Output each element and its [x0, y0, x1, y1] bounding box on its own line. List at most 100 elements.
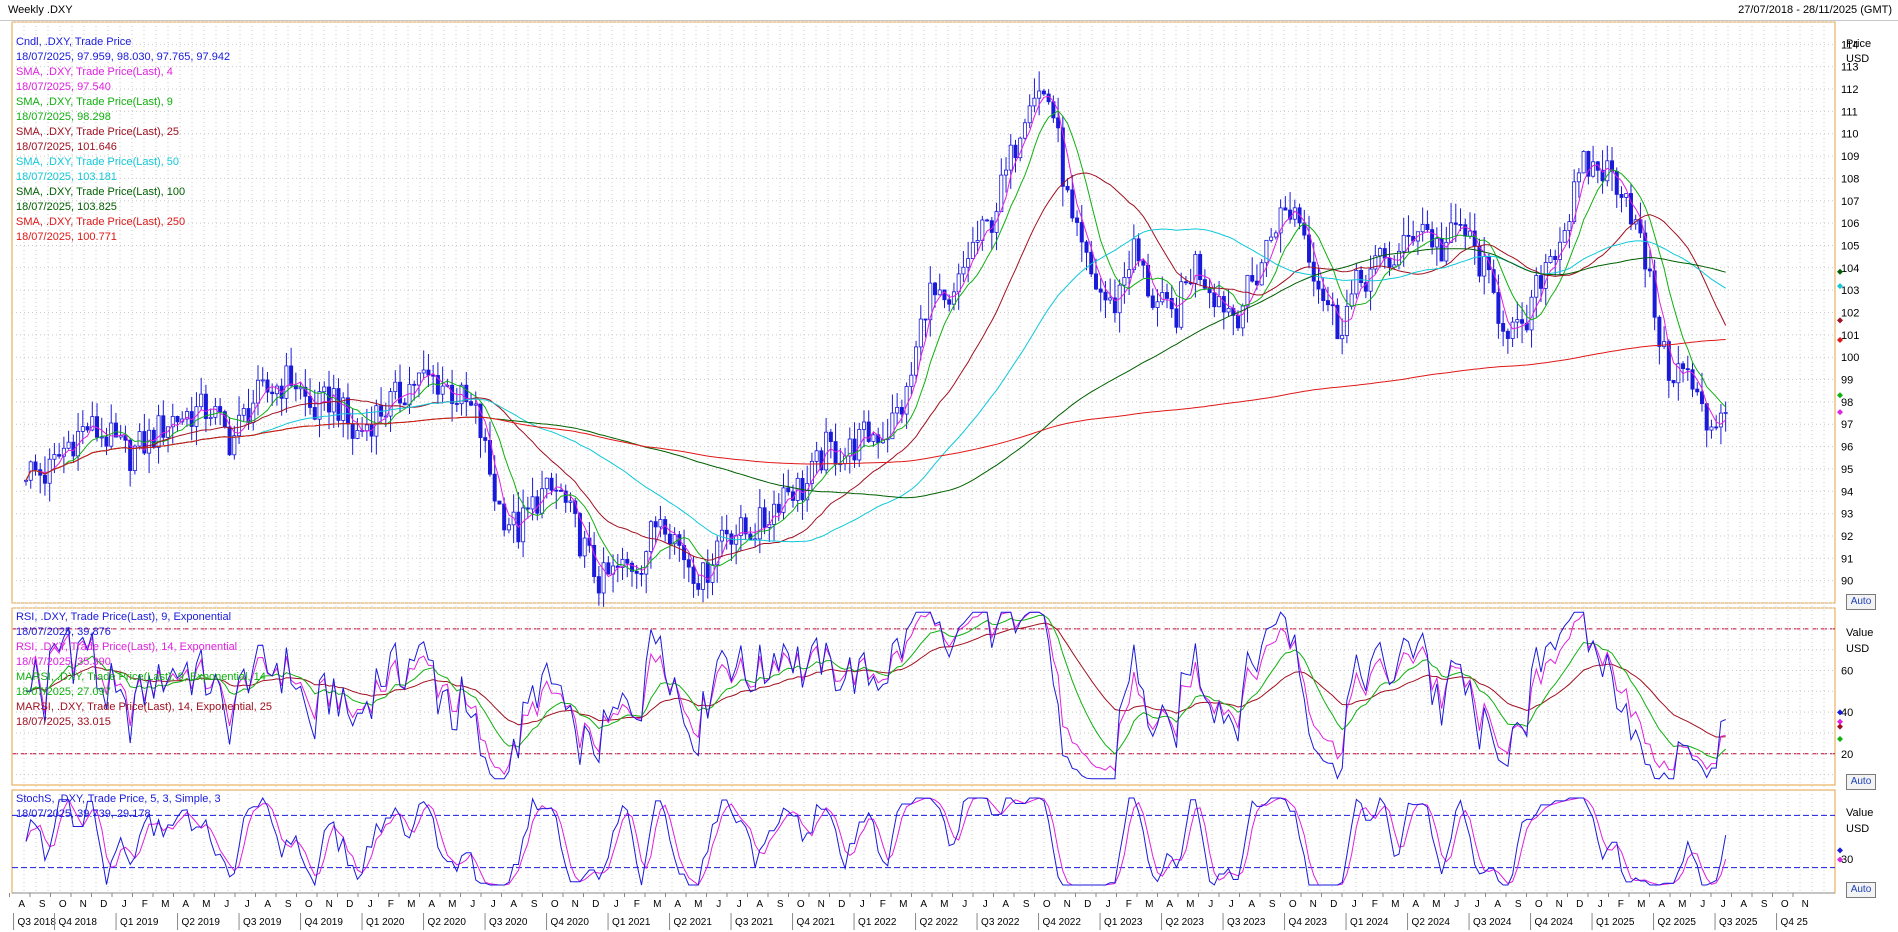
month-label: S	[1515, 899, 1522, 910]
candle-body	[1093, 273, 1098, 290]
stoch-auto-button[interactable]: Auto	[1846, 882, 1876, 898]
candle-body	[199, 393, 204, 408]
candle-body	[667, 533, 672, 545]
candle-body	[1444, 241, 1449, 262]
candle-body	[786, 487, 791, 493]
quarter-label: Q3 2025	[1719, 917, 1758, 928]
candle-body	[1382, 248, 1387, 259]
month-label: J	[983, 899, 988, 910]
price-marker	[1837, 336, 1843, 343]
candle-body	[1316, 280, 1321, 290]
rsi-legend-name-3: MARSI, .DXY, Trade Price(Last), 14, Expo…	[16, 701, 272, 713]
price-auto-button[interactable]: Auto	[1846, 594, 1876, 610]
candle-body	[1671, 380, 1676, 384]
price-tick-label: 94	[1841, 486, 1853, 498]
month-label: A	[920, 899, 927, 910]
candle-body	[1202, 279, 1207, 289]
month-label: D	[1576, 899, 1583, 910]
stoch-marker	[1837, 847, 1843, 854]
quarter-label: Q4 2021	[797, 917, 836, 928]
candle-body	[175, 416, 180, 423]
candle-body	[809, 460, 814, 484]
month-label: O	[1043, 899, 1051, 910]
candle-body	[99, 436, 104, 439]
month-label: F	[1372, 899, 1378, 910]
candle-body	[184, 411, 189, 420]
month-label: S	[777, 899, 784, 910]
rsi-auto-button[interactable]: Auto	[1846, 774, 1876, 790]
month-label: A	[182, 899, 189, 910]
candle-body	[1136, 238, 1141, 262]
month-label: N	[80, 899, 87, 910]
month-label: D	[838, 899, 845, 910]
candle-body	[672, 534, 677, 545]
rsi-legend-value-3: 18/07/2025, 33.015	[16, 716, 111, 728]
candle-body	[80, 426, 85, 432]
month-label: A	[1740, 899, 1747, 910]
candle-body	[1155, 301, 1160, 308]
month-label: O	[1781, 899, 1789, 910]
price-legend-name-2: SMA, .DXY, Trade Price(Last), 9	[16, 96, 173, 108]
rsi14-line	[26, 611, 1726, 776]
candle-body	[1453, 222, 1458, 225]
candle-body	[1690, 369, 1695, 390]
candle-body	[1103, 291, 1108, 301]
sma25-line	[25, 172, 1727, 561]
quarter-label: Q3 2024	[1473, 917, 1512, 928]
candle-body	[937, 289, 942, 296]
month-label: A	[1248, 899, 1255, 910]
month-label: S	[1023, 899, 1030, 910]
price-tick-label: 113	[1841, 62, 1859, 74]
candle-body	[1283, 207, 1288, 211]
candle-body	[544, 477, 549, 490]
candle-body	[1363, 282, 1368, 292]
candle-body	[1112, 297, 1117, 314]
candle-body	[738, 517, 743, 536]
candle-body	[336, 388, 341, 421]
rsi-axis-unit: USD	[1846, 643, 1870, 655]
month-label: M	[899, 899, 907, 910]
month-label: J	[122, 899, 127, 910]
candle-body	[757, 507, 762, 540]
candle-body	[1591, 161, 1596, 177]
price-axis-unit: USD	[1846, 53, 1870, 65]
candle-body	[554, 489, 559, 492]
candle-body	[308, 395, 313, 408]
candle-body	[1458, 223, 1463, 226]
candle-body	[464, 384, 469, 403]
price-tick-label: 92	[1841, 531, 1853, 543]
candle-body	[1269, 236, 1274, 241]
candle-body	[454, 403, 459, 405]
quarter-label: Q1 2024	[1350, 917, 1389, 928]
price-legend-value-3: 18/07/2025, 101.646	[16, 141, 117, 153]
month-label: M	[448, 899, 456, 910]
price-tick-label: 107	[1841, 196, 1859, 208]
month-label: J	[224, 899, 229, 910]
sma4-line	[25, 95, 1727, 581]
candle-body	[502, 503, 507, 531]
month-label: S	[285, 899, 292, 910]
month-label: O	[305, 899, 313, 910]
candle-body	[1520, 319, 1525, 324]
candle-body	[601, 562, 606, 594]
candle-body	[1273, 232, 1278, 238]
candle-body	[1515, 319, 1520, 323]
candle-body	[1628, 193, 1633, 225]
candle-body	[1723, 412, 1728, 414]
candle-body	[1212, 292, 1217, 308]
candle-body	[914, 346, 919, 376]
month-label: N	[1802, 899, 1809, 910]
candle-body	[625, 559, 630, 564]
price-legend-value-0: 18/07/2025, 97.959, 98.030, 97.765, 97.9…	[16, 51, 231, 63]
candle-body	[1534, 275, 1539, 298]
month-label: J	[1229, 899, 1234, 910]
month-label: M	[1678, 899, 1686, 910]
candle-body	[1666, 341, 1671, 381]
candle-body	[644, 551, 649, 575]
candle-body	[1595, 161, 1600, 171]
month-label: J	[1475, 899, 1480, 910]
candle-body	[66, 441, 71, 449]
candle-body	[33, 461, 38, 471]
price-axis-title: Price	[1846, 38, 1872, 50]
